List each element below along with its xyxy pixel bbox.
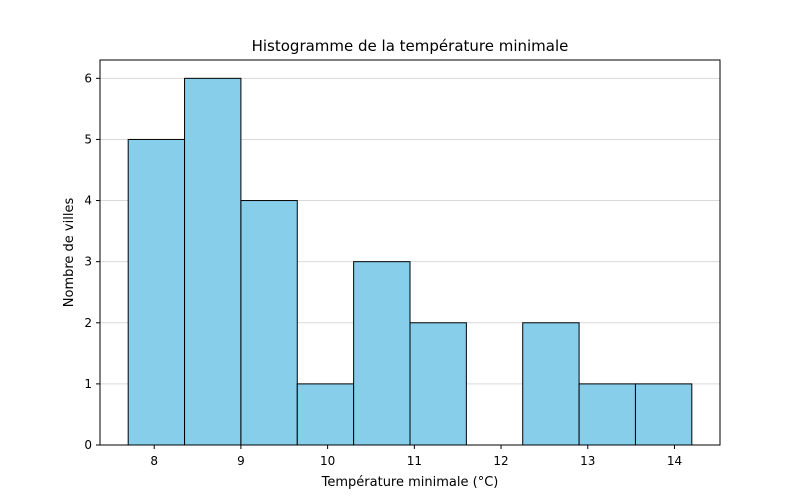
bar-3 (296, 383, 355, 446)
bar-5 (409, 322, 467, 446)
y-tick-label-4: 4 (84, 194, 92, 208)
x-tick-label-6: 14 (667, 454, 682, 468)
y-axis-label: Nombre de villes (62, 198, 77, 308)
x-tick-label-2: 10 (320, 454, 335, 468)
y-tick-label-1: 1 (84, 377, 92, 391)
bar-8 (578, 383, 636, 446)
bar-1 (184, 77, 242, 446)
y-tick-label-6: 6 (84, 71, 92, 85)
bar-4 (353, 261, 411, 446)
plot-frame (99, 59, 721, 446)
bar-7 (522, 322, 580, 446)
x-tick-label-3: 11 (407, 454, 422, 468)
bar-2 (240, 200, 298, 446)
x-axis-label: Température minimale (°C) (321, 475, 499, 490)
x-tick-label-5: 13 (580, 454, 595, 468)
x-axis-ticks: 8 9 10 11 12 13 14 (150, 445, 682, 468)
x-tick-label-0: 8 (150, 454, 158, 468)
x-tick-label-4: 12 (493, 454, 508, 468)
bar-0 (127, 138, 186, 446)
x-tick-label-1: 9 (237, 454, 245, 468)
bar-9 (634, 383, 693, 446)
bars (127, 77, 693, 446)
y-tick-label-5: 5 (84, 132, 92, 146)
y-tick-label-0: 0 (84, 438, 92, 452)
y-tick-label-2: 2 (84, 316, 92, 330)
y-axis-ticks: 0 1 2 3 4 5 6 (84, 71, 100, 452)
y-tick-label-3: 3 (84, 255, 92, 269)
chart-title: Histogramme de la température minimale (252, 37, 569, 55)
